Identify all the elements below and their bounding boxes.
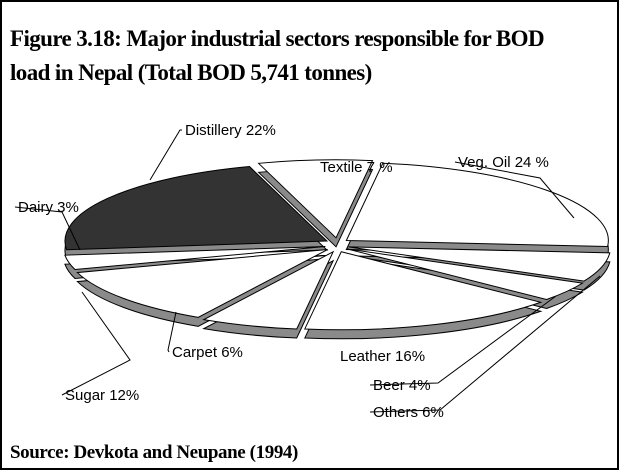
leader-line xyxy=(369,275,601,413)
leader-line xyxy=(61,291,131,396)
slice-label: Textile 7 % xyxy=(320,159,393,176)
slice-label: Leather 16% xyxy=(340,348,425,365)
slice-label: Sugar 12% xyxy=(65,387,139,404)
leader-line xyxy=(14,206,81,251)
slice xyxy=(348,246,611,282)
slice xyxy=(346,248,584,301)
slice xyxy=(202,250,335,330)
slice-label: Veg. Oil 24 % xyxy=(458,154,549,171)
source: Source: Devkota and Neupane (1994) xyxy=(10,442,298,463)
slice xyxy=(64,166,329,251)
slice-label: Beer 4% xyxy=(373,377,431,394)
chart-title: load in Nepal (Total BOD 5,741 tonnes) xyxy=(10,60,372,85)
slice-label: Distillery 22% xyxy=(185,122,276,139)
slice xyxy=(345,162,609,247)
slice-label: Dairy 3% xyxy=(18,199,79,216)
leader-line xyxy=(454,161,575,219)
slice-label: Carpet 6% xyxy=(172,344,243,361)
leader-line xyxy=(369,295,557,386)
slice-label: Others 6% xyxy=(373,404,444,421)
slice xyxy=(304,251,543,331)
chart-title: Figure 3.18: Major industrial sectors re… xyxy=(10,26,544,51)
slice xyxy=(64,245,326,271)
slice xyxy=(257,159,374,239)
leader-line xyxy=(167,311,177,353)
leader-line xyxy=(149,129,182,181)
slice xyxy=(76,249,328,318)
